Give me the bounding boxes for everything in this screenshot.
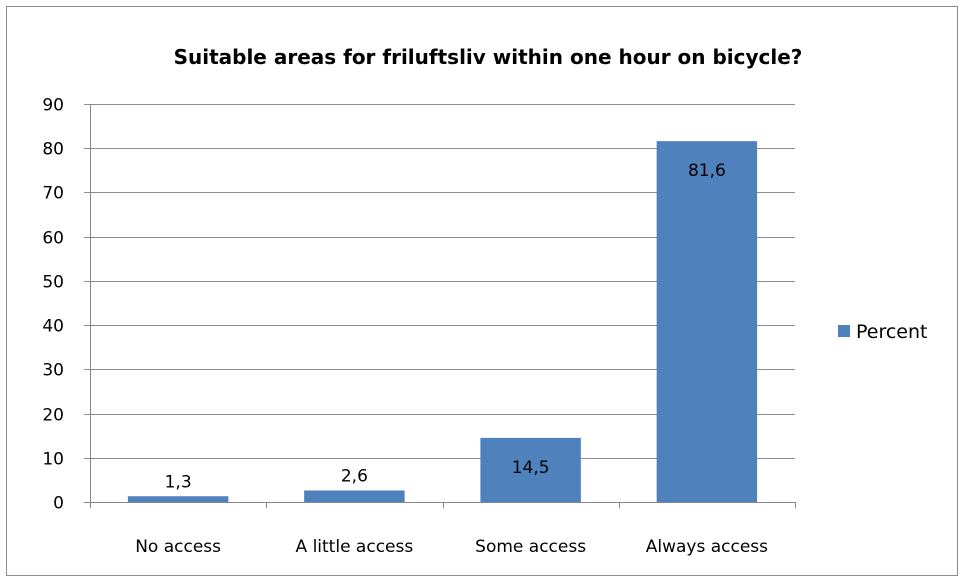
data-label-some-access: 14,5 [512,458,550,478]
y-axis-ticks: 0 10 20 30 40 50 60 70 80 90 [42,96,64,514]
y-tick-label-10: 10 [42,450,64,470]
legend-label-percent: Percent [856,321,928,343]
data-label-no-access: 1,3 [165,472,192,492]
y-tick-label-30: 30 [42,361,64,381]
y-tick-label-50: 50 [42,273,64,293]
chart-title: Suitable areas for friluftsliv within on… [174,45,803,69]
bar-a-little-access [304,490,405,502]
legend: Percent [838,321,928,343]
y-tick-label-20: 20 [42,406,64,426]
legend-swatch-percent [838,325,850,337]
data-labels: 1,3 2,6 14,5 81,6 [165,161,726,492]
data-label-a-little-access: 2,6 [341,467,368,487]
x-tick-label-some-access: Some access [475,537,586,557]
y-tick-label-60: 60 [42,229,64,249]
x-axis-ticks: No access A little access Some access Alway… [135,502,796,557]
y-tick-label-90: 90 [42,96,64,116]
data-label-always-access: 81,6 [688,161,726,181]
bar-some-access [480,437,581,502]
bar-always-access [656,141,758,502]
x-tick-label-a-little-access: A little access [296,537,414,557]
bars [127,141,758,502]
y-tick-label-80: 80 [42,140,64,160]
y-tick-label-0: 0 [53,494,64,514]
bar-no-access [127,496,229,502]
x-tick-label-always-access: Always access [646,537,768,557]
x-tick-label-no-access: No access [135,537,221,557]
y-tick-label-70: 70 [42,184,64,204]
y-tick-label-40: 40 [42,317,64,337]
